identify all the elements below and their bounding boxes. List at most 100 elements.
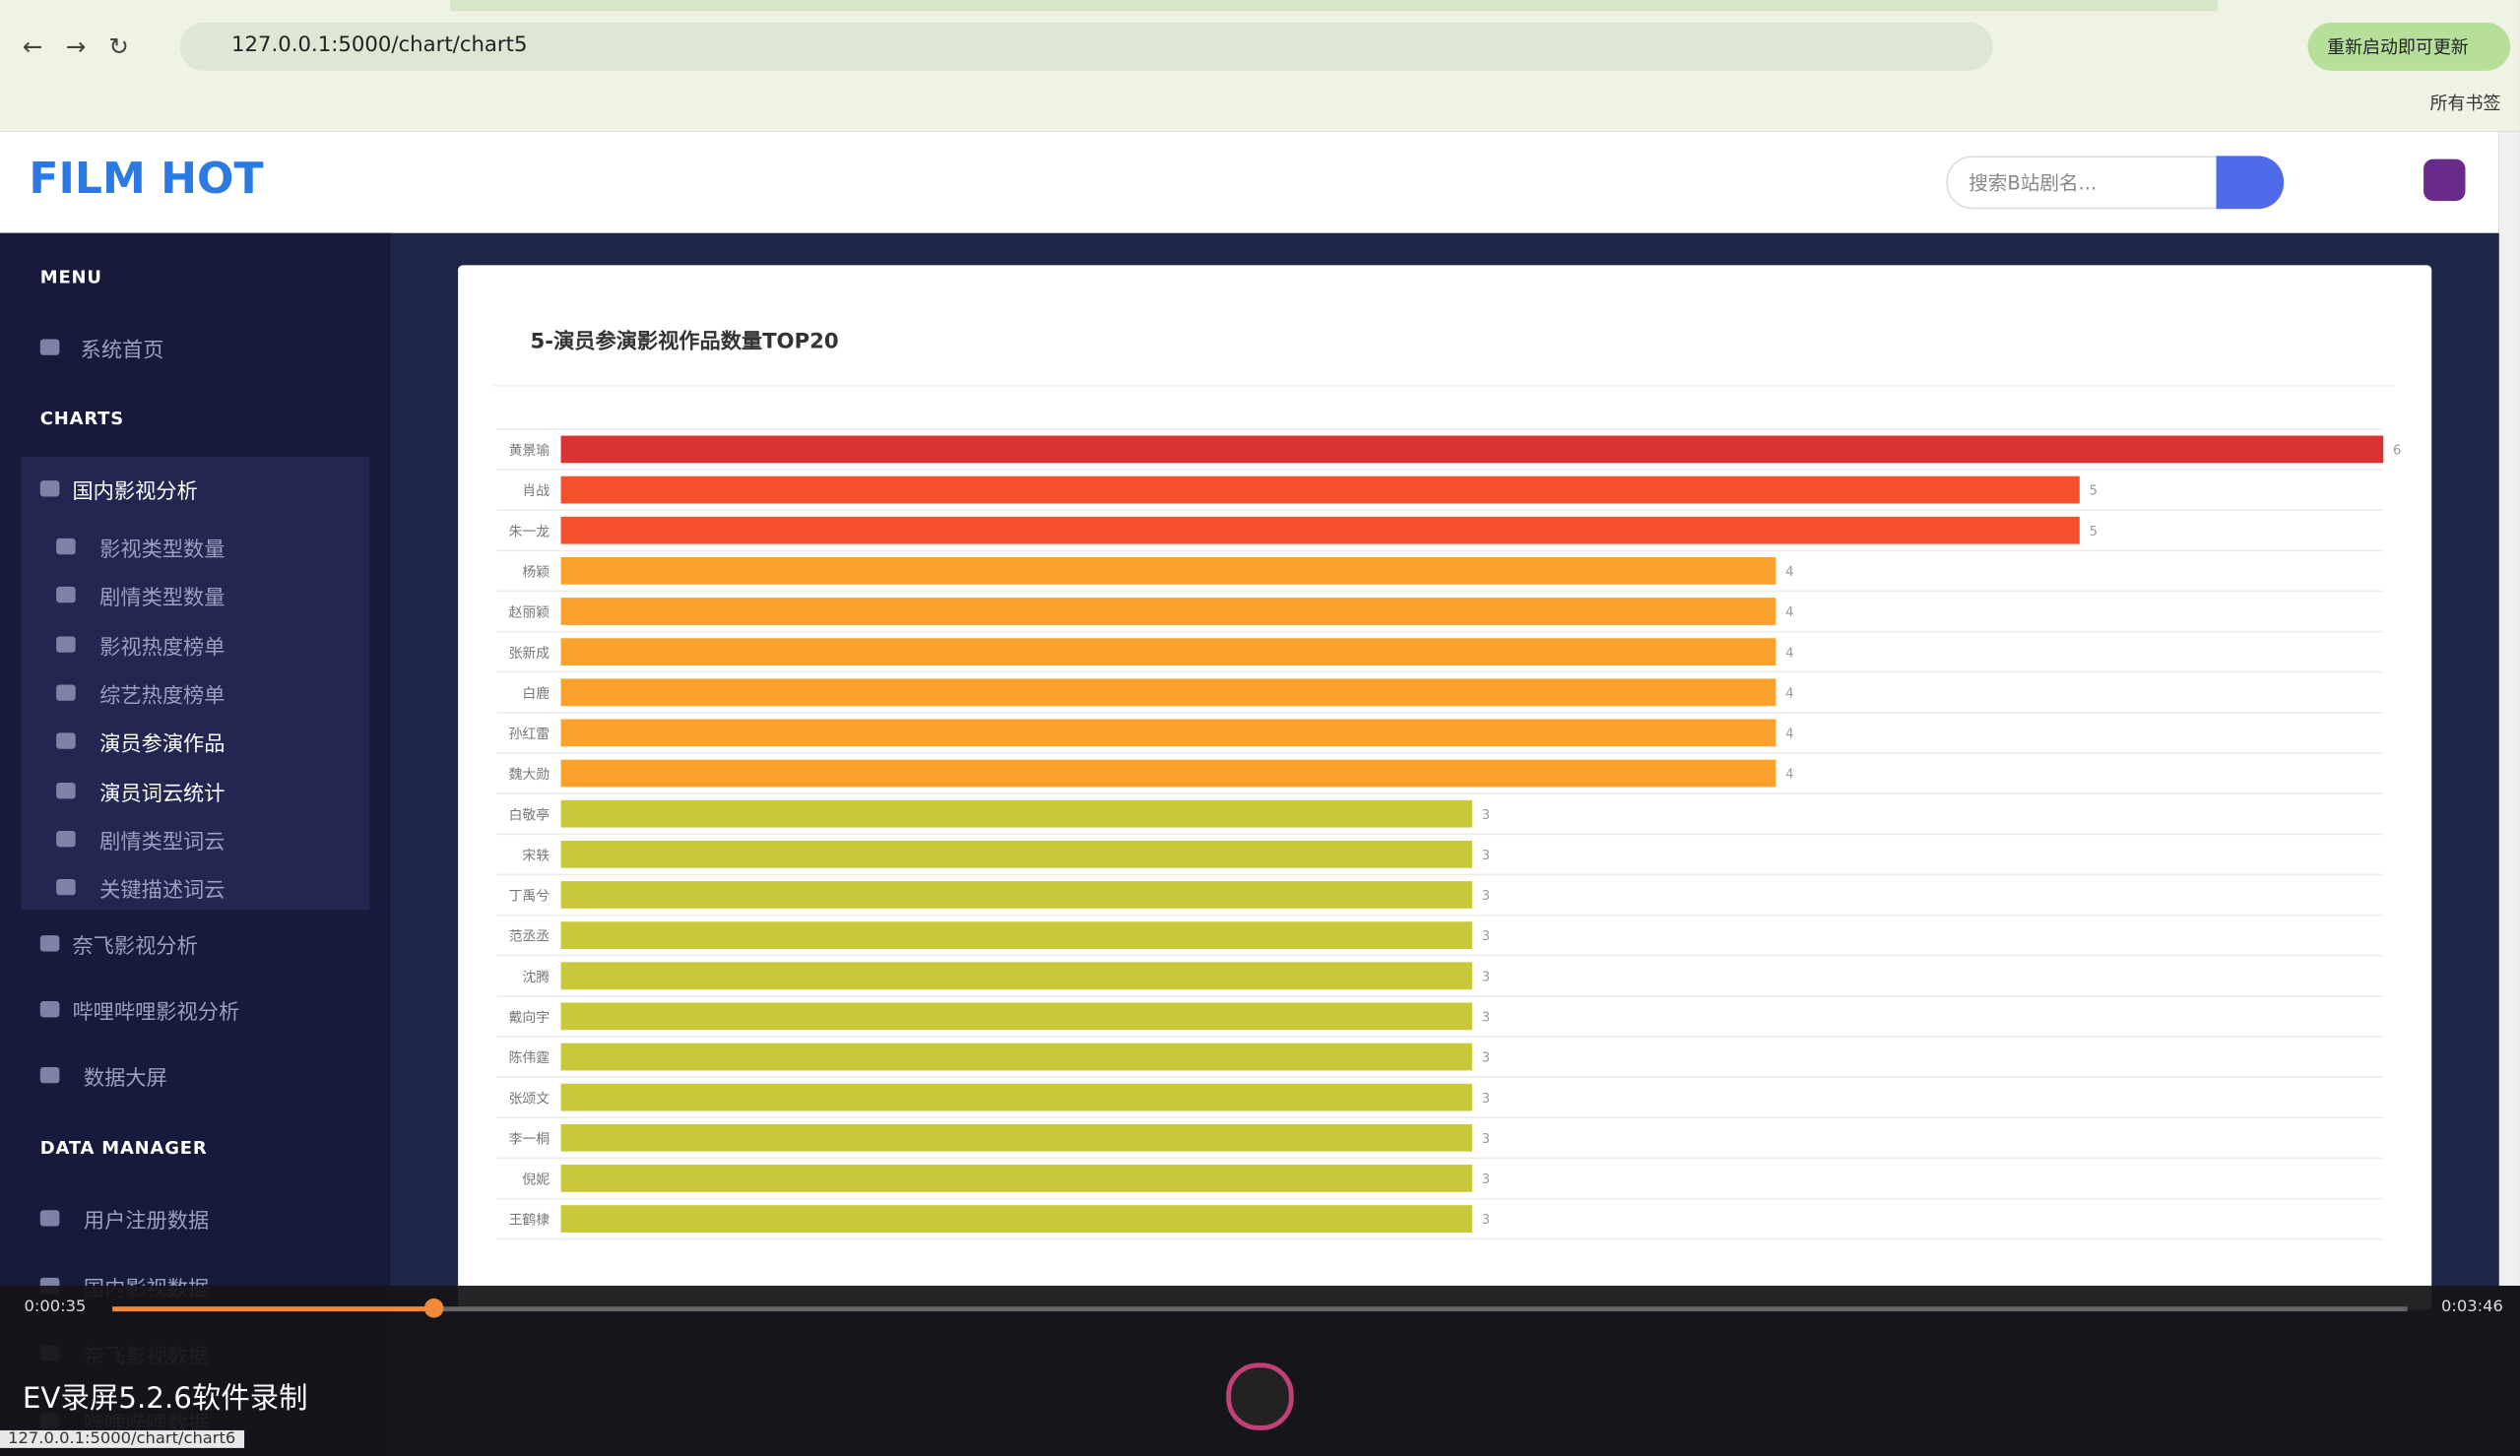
submenu-item[interactable]: 演员词云统计 [99,782,226,806]
update-text: 重新启动即可更新 [2327,36,2469,58]
search-placeholder: 搜索B站剧名... [1969,171,2098,195]
search-box[interactable] [1946,156,2220,210]
bar [560,435,2384,464]
bar [560,719,1777,747]
time-current: 0:00:35 [24,1298,87,1317]
sub-icon [56,587,76,603]
bar [560,881,1472,909]
y-tick-label: 赵丽颖 [509,605,550,621]
bar [560,1123,1472,1152]
y-tick-label: 宋轶 [522,848,549,863]
progress-track[interactable] [112,1306,2408,1312]
y-tick-label: 沈腾 [522,969,549,985]
y-tick-label: 魏大勋 [509,767,550,783]
bar [560,962,1472,990]
menu-item[interactable]: 国内影视分析 [72,480,198,505]
value-label: 4 [1785,728,1793,742]
bar [560,759,1777,788]
y-tick-label: 李一桐 [509,1131,550,1147]
bar [560,678,1777,707]
y-tick-label: 黄景瑜 [509,443,550,459]
time-total: 0:03:46 [2441,1298,2503,1317]
tab-strip [449,0,2219,12]
sub-icon [56,635,76,653]
bar [560,1043,1472,1071]
y-tick-label: 杨颖 [522,564,549,580]
progress-fill [112,1306,434,1312]
menu-item[interactable]: 系统首页 [80,339,164,363]
watermark: EV录屏5.2.6软件录制 [22,1381,308,1417]
submenu-item[interactable]: 剧情类型数量 [99,587,226,611]
value-label: 3 [1482,929,1490,944]
chart-title: 5-演员参演影视作品数量TOP20 [531,329,839,354]
sub-icon [56,879,76,896]
submenu-item[interactable]: 影视类型数量 [99,538,226,563]
value-label: 4 [1785,768,1793,783]
value-label: 3 [1482,1051,1490,1066]
logo[interactable]: FILM HOT [29,154,264,205]
submenu-item[interactable]: 综艺热度榜单 [99,684,226,709]
y-tick-label: 戴向宇 [509,1010,550,1026]
submenu-item[interactable]: 影视热度榜单 [99,635,226,661]
value-label: 5 [2090,525,2098,539]
nav-buttons[interactable]: ← → ↻ [22,32,130,62]
y-tick-label: 倪妮 [522,1172,549,1188]
bar [560,921,1472,949]
value-label: 3 [1482,1172,1490,1187]
url: 127.0.0.1:5000/chart/chart5 [231,33,528,58]
y-tick-label: 王鹤棣 [509,1213,550,1229]
sub-icon [56,684,76,701]
y-tick-label: 孙红雷 [509,727,550,742]
update-button[interactable] [2307,22,2511,71]
bar [560,638,1777,666]
y-tick-label: 陈伟霆 [509,1049,550,1066]
value-label: 3 [1482,1011,1490,1026]
bookmarks[interactable]: 所有书签 [2429,93,2501,114]
value-label: 4 [1785,565,1793,580]
bar [560,1205,1472,1233]
bar [560,1165,1472,1192]
search-button[interactable] [2216,156,2285,210]
value-label: 4 [1785,605,1793,620]
menu-item[interactable]: 哔哩哔哩影视分析 [72,1001,240,1026]
address-bar[interactable] [179,22,1993,71]
menu-icon [39,1210,60,1227]
y-tick-label: 肖战 [522,483,549,499]
value-label: 3 [1482,970,1490,984]
value-label: 3 [1482,889,1490,904]
menu-item[interactable]: 用户注册数据 [83,1210,210,1234]
y-tick-label: 张颂文 [509,1091,550,1107]
sub-icon [56,732,76,750]
value-label: 6 [2393,444,2401,459]
bar [560,840,1472,868]
submenu-item[interactable]: 关键描述词云 [99,879,226,904]
menu-item[interactable]: 数据大屏 [83,1066,167,1092]
value-label: 4 [1785,686,1793,701]
section-title: DATA MANAGER [39,1137,208,1160]
bar [560,799,1472,828]
status-url: 127.0.0.1:5000/chart/chart6 [0,1429,244,1448]
chart: 5-演员参演影视作品数量TOP20 黄景瑜 6 肖战 5 朱一龙 5 杨颖 4 赵丽颖 4 张新成 4… [493,329,2401,1240]
submenu-item[interactable]: 剧情类型词云 [99,830,226,855]
y-tick-label: 朱一龙 [509,524,550,539]
bar [560,1002,1472,1031]
bar [560,516,2080,544]
pause-button[interactable] [1226,1362,1294,1430]
value-label: 3 [1482,1213,1490,1228]
submenu-item[interactable]: 演员参演作品 [99,732,226,758]
section-title: CHARTS [39,408,124,429]
bar [560,475,2080,504]
y-tick-label: 张新成 [509,646,550,662]
sub-icon [56,538,76,555]
avatar[interactable] [2423,158,2466,202]
y-tick-label: 白敬亭 [509,806,550,823]
y-tick-label: 范丞丞 [509,928,550,945]
value-label: 5 [2090,484,2098,499]
y-tick-label: 丁禹兮 [509,889,550,905]
progress-knob[interactable] [423,1298,444,1318]
bar [560,598,1777,625]
menu-item[interactable]: 奈飞影视分析 [72,935,198,960]
value-label: 3 [1482,808,1490,823]
value-label: 3 [1482,1132,1490,1147]
